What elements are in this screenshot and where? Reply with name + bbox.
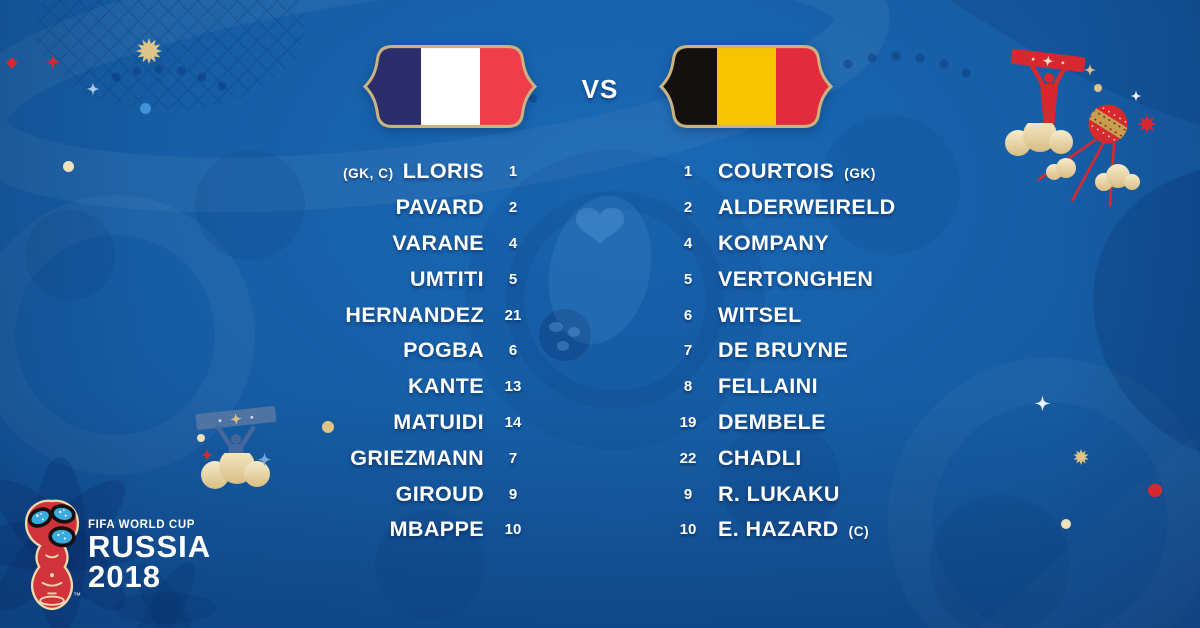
player-name: GIROUD [395, 481, 484, 506]
player-row: 1 COURTOIS (GK) [658, 154, 1140, 190]
belgium-flag-badge [658, 40, 834, 133]
player-name: COURTOIS [718, 159, 835, 184]
player-row: MATUIDI 14 [60, 405, 542, 441]
player-number: 5 [508, 270, 518, 288]
player-number: 1 [508, 163, 518, 181]
player-number: 2 [683, 199, 693, 217]
player-row: 8 FELLAINI [658, 369, 1140, 405]
player-name: POGBA [403, 338, 484, 363]
player-number: 4 [683, 234, 693, 252]
sun-icon [1137, 114, 1157, 134]
player-number: 13 [504, 378, 522, 396]
player-number: 22 [679, 449, 697, 467]
player-row: 4 KOMPANY [658, 226, 1140, 262]
player-name: DEMBELE [718, 409, 826, 434]
player-row: 7 DE BRUYNE [658, 333, 1140, 369]
player-name: FELLAINI [718, 374, 818, 399]
player-number: 6 [683, 306, 693, 324]
player-name: PAVARD [395, 195, 484, 220]
fifa-world-cup-logo: FIFA WORLD CUP RUSSIA 2018 ™ [20, 495, 240, 620]
sparkle-icon [1130, 90, 1142, 102]
player-name: GRIEZMANN [350, 445, 484, 470]
player-name: VARANE [392, 230, 484, 255]
player-row: KANTE 13 [60, 369, 542, 405]
player-row: 5 VERTONGHEN [658, 261, 1140, 297]
player-name: DE BRUYNE [718, 338, 849, 363]
player-row: (GK, C) LLORIS 1 [60, 154, 542, 190]
player-note: (C) [848, 524, 870, 540]
trademark-symbol: ™ [73, 591, 81, 600]
player-number: 8 [683, 378, 693, 396]
player-row: 9 R. LUKAKU [658, 476, 1140, 512]
player-row: 19 DEMBELE [658, 405, 1140, 441]
player-row: 6 WITSEL [658, 297, 1140, 333]
player-name: LLORIS [402, 159, 484, 184]
world-cup-trophy-icon [24, 499, 80, 611]
player-name: UMTITI [409, 266, 484, 291]
player-number: 4 [508, 234, 518, 252]
red-dot-icon [1148, 484, 1162, 497]
player-row: GRIEZMANN 7 [60, 440, 542, 476]
player-name: E. HAZARD [718, 517, 839, 542]
player-number: 5 [683, 270, 693, 288]
player-name: VERTONGHEN [718, 266, 874, 291]
player-name: MBAPPE [389, 517, 484, 542]
player-number: 10 [504, 521, 522, 539]
player-name: WITSEL [718, 302, 802, 327]
player-name: CHADLI [718, 445, 802, 470]
fifa-world-cup-wordmark: FIFA WORLD CUP [88, 519, 195, 531]
player-row: 2 ALDERWEIRELD [658, 190, 1140, 226]
player-number: 9 [683, 485, 693, 503]
player-row: POGBA 6 [60, 333, 542, 369]
player-row: PAVARD 2 [60, 190, 542, 226]
france-flag-badge [362, 40, 538, 133]
red-diamond-icon [6, 57, 18, 69]
vs-label: VS [581, 74, 619, 104]
gold-sun-icon [136, 38, 162, 64]
cloud-icon [1005, 123, 1073, 156]
player-number: 9 [508, 485, 518, 503]
year-wordmark: 2018 [88, 559, 161, 594]
player-row: 10 E. HAZARD (C) [658, 512, 1140, 548]
player-row: VARANE 4 [60, 226, 542, 262]
player-name: KOMPANY [718, 230, 830, 255]
player-name: KANTE [407, 374, 484, 399]
player-row: GIROUD 9 [60, 476, 542, 512]
blue-sparkle-icon [86, 82, 100, 96]
player-number: 21 [504, 306, 522, 324]
player-number: 10 [679, 521, 697, 539]
player-row: UMTITI 5 [60, 261, 542, 297]
player-name: ALDERWEIRELD [718, 195, 896, 220]
player-name: R. LUKAKU [718, 481, 840, 506]
player-number: 1 [683, 163, 693, 181]
player-number: 7 [683, 342, 693, 360]
player-note: (GK) [844, 166, 876, 182]
player-row: MBAPPE 10 [60, 512, 542, 548]
player-name: HERNANDEZ [345, 302, 484, 327]
blue-dot-icon [140, 103, 151, 114]
sparkle-icon [1084, 64, 1102, 92]
player-row: 22 CHADLI [658, 440, 1140, 476]
player-number: 14 [504, 413, 522, 431]
player-note: (GK, C) [343, 166, 394, 182]
sputnik-icon [1088, 104, 1128, 144]
france-lineup: (GK, C) LLORIS 1 PAVARD 2 VARANE 4 UMTIT… [60, 154, 542, 548]
player-number: 6 [508, 342, 518, 360]
player-number: 7 [508, 449, 518, 467]
player-name: MATUIDI [393, 409, 484, 434]
belgium-lineup: 1 COURTOIS (GK) 2 ALDERWEIRELD 4 KOMPANY… [658, 154, 1140, 548]
player-number: 19 [679, 413, 697, 431]
red-fan-figure-icon [1010, 48, 1086, 128]
red-sparkle-icon [45, 54, 61, 70]
player-row: HERNANDEZ 21 [60, 297, 542, 333]
player-number: 2 [508, 199, 518, 217]
russia-wordmark: RUSSIA [88, 529, 212, 564]
